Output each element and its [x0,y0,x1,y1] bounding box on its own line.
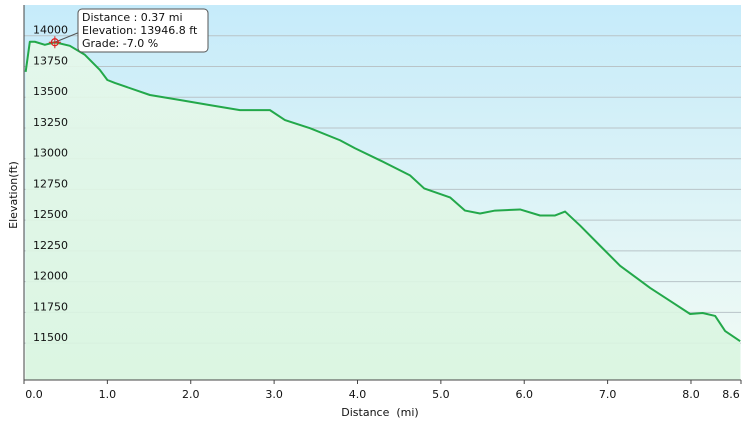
y-tick-label: 12750 [33,177,68,190]
tooltip-text: Grade: -7.0 % [82,37,158,50]
tooltip-marker [48,36,61,49]
x-tick-label: 4.0 [349,388,367,401]
y-tick-label: 13000 [33,147,68,160]
tooltip-box [77,8,209,53]
x-axis-title: Distance (mi) [341,406,418,419]
x-tick-label: 5.0 [432,388,450,401]
y-tick-label: 14000 [33,24,68,37]
tooltip-pointer [54,31,81,43]
y-tick-label: 11750 [33,300,68,313]
x-tick-label: 0.0 [25,388,43,401]
tooltip-text: Elevation: 13946.8 ft [82,24,198,37]
line [24,40,741,342]
y-tick-label: 12250 [33,239,68,252]
y-tick-label: 13500 [33,85,68,98]
y-tick-label: 12000 [33,270,68,283]
y-tick-label: 12500 [33,208,68,221]
area [25,41,741,380]
y-tick-label: 11500 [33,331,68,344]
x-tick-label: 6.0 [515,388,533,401]
x-tick-label: 3.0 [265,388,283,401]
x-tick-label: 2.0 [182,388,200,401]
tooltip-text: Distance : 0.37 mi [82,11,183,24]
x-tick-label: 1.0 [99,388,117,401]
x-tick-label: 8.0 [682,388,700,401]
x-tick-label: 7.0 [599,388,617,401]
y-axis-title: Elevation(ft) [7,161,20,229]
y-tick-label: 13750 [33,54,68,67]
x-tick-label: 8.6 [722,388,740,401]
y-tick-label: 13250 [33,116,68,129]
